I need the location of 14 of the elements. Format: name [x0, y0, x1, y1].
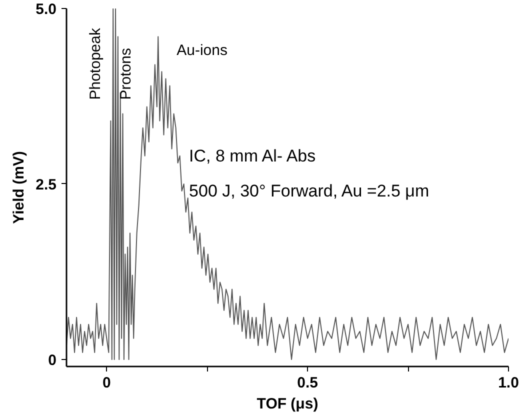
y-tick-label: 2.5 [36, 176, 57, 194]
x-tick-label: 0.5 [297, 374, 318, 392]
y-axis-title: Yield (mV) [10, 151, 28, 224]
annotation: IC, 8 mm Al- Abs [189, 146, 316, 166]
x-tick-label: 1.0 [498, 374, 519, 392]
annotation: Protons [117, 48, 134, 100]
x-tick-label: 0 [102, 374, 111, 392]
annotation: 500 J, 30° Forward, Au =2.5 μm [189, 182, 430, 201]
y-tick-label: 0 [48, 352, 56, 369]
annotation: Au-ions [176, 42, 228, 60]
line-series [66, 8, 508, 360]
annotation: Photopeak [86, 28, 104, 100]
y-tick-label: 5.0 [36, 1, 57, 18]
x-axis-title: TOF (μs) [256, 396, 318, 412]
